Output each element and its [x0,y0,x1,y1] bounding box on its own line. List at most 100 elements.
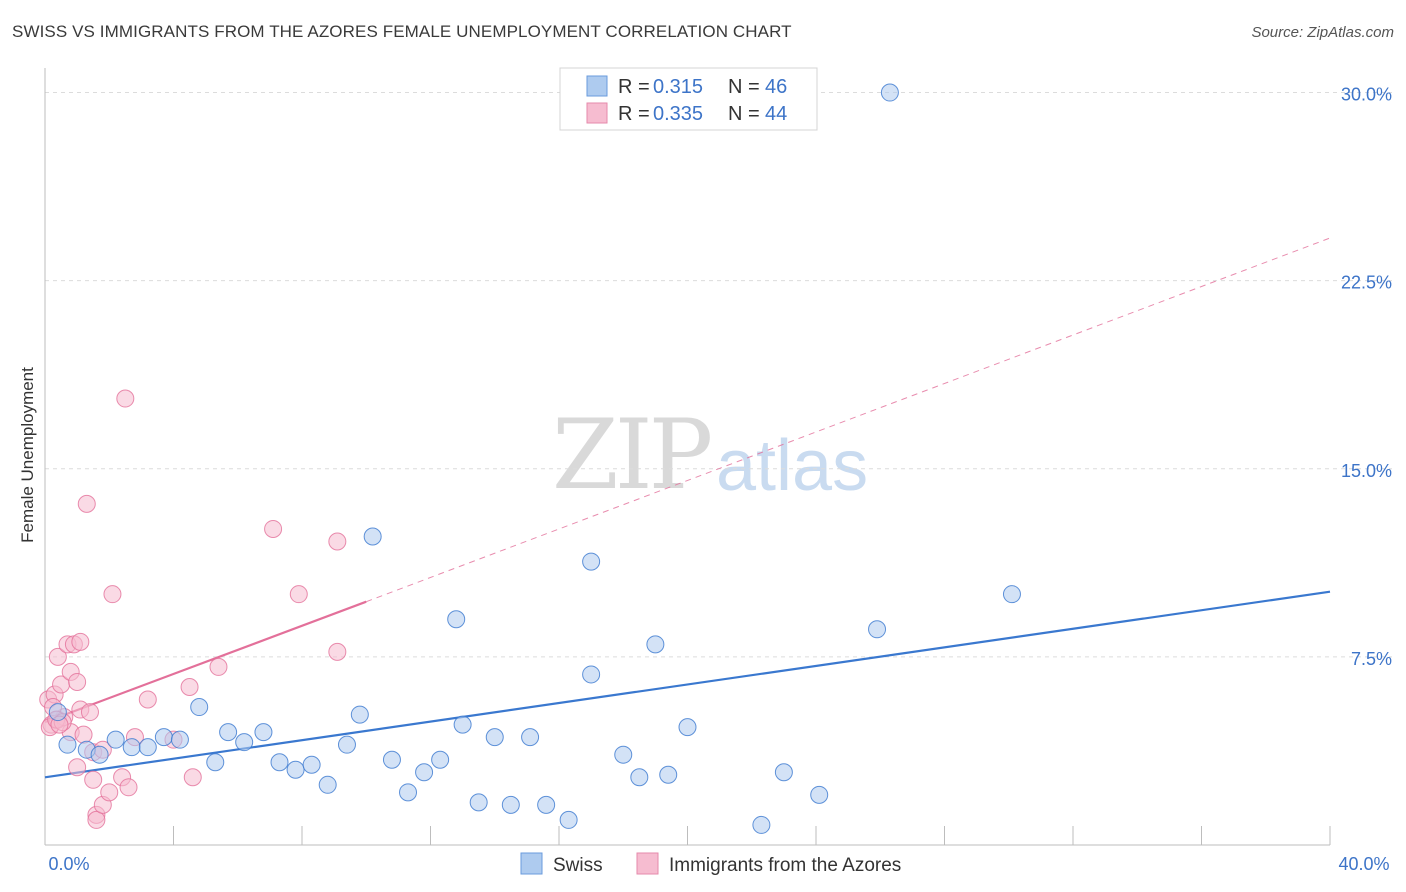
legend-n-label-azores: N = [728,103,760,125]
y-tick-label: 15.0% [1341,461,1392,481]
swiss-point [302,755,321,774]
swiss-point [138,738,157,757]
swiss-point [774,763,793,782]
azores-point [48,647,67,666]
azores-point [138,690,157,709]
swiss-point [382,750,401,769]
swiss-point [270,753,289,772]
swiss-point [235,733,254,752]
swiss-point [582,552,601,571]
correlation-legend: R = 0.315 N = 46 R = 0.335 N = 44 [559,67,818,131]
swiss-point [559,810,578,829]
azores-point [84,770,103,789]
swiss-point [630,768,649,787]
swiss-point [646,635,665,654]
swiss-point [90,745,109,764]
swiss-trend-line [44,590,1331,779]
swiss-point [614,745,633,764]
swiss-point [286,760,305,779]
azores-trend-extension [366,237,1331,603]
azores-point [328,532,347,551]
swiss-point [206,753,225,772]
swiss-point [659,765,678,784]
swiss-point [678,718,697,737]
legend-r-value-swiss: 0.315 [653,76,703,98]
azores-trend-line [44,600,367,724]
swiss-point [453,715,472,734]
swiss-point [122,738,141,757]
legend-n-label-swiss: N = [728,76,760,98]
legend-swatch-swiss [586,75,608,97]
swiss-point [48,703,67,722]
azores-point [100,783,119,802]
azores-point [209,657,228,676]
swiss-point [752,815,771,834]
swiss-point [318,775,337,794]
x-tick-label-min: 0.0% [48,854,89,874]
swiss-point [582,665,601,684]
legend-swatch-azores [586,102,608,124]
azores-point [87,810,106,829]
bottom-legend-swatch-swiss [520,852,543,875]
swiss-point [254,723,273,742]
watermark-zip: ZIP [552,399,711,511]
x-tick-label-max: 40.0% [1338,854,1389,874]
azores-point [328,642,347,661]
azores-point [74,725,93,744]
azores-point [80,703,99,722]
swiss-point [1002,585,1021,604]
swiss-point [58,735,77,754]
swiss-point [415,763,434,782]
y-tick-label: 22.5% [1341,273,1392,293]
source-label: Source: ZipAtlas.com [1251,24,1394,41]
swiss-point [810,785,829,804]
azores-point [289,585,308,604]
legend-r-label-swiss: R = [618,76,650,98]
azores-point [68,672,87,691]
watermark-atlas: atlas [716,426,868,506]
swiss-point [106,730,125,749]
azores-point [68,758,87,777]
swiss-point [868,620,887,639]
swiss-point [363,527,382,546]
bottom-legend-label-azores: Immigrants from the Azores [669,855,901,876]
swiss-point [337,735,356,754]
swiss-point [880,83,899,102]
legend-r-label-azores: R = [618,103,650,125]
swiss-point [431,750,450,769]
swiss-point [219,723,238,742]
bottom-legend-swatch-azores [636,852,659,875]
y-axis-title: Female Unemployment [18,367,37,543]
swiss-point [170,730,189,749]
legend-n-value-swiss: 46 [765,76,787,98]
series-legend: Swiss Immigrants from the Azores [520,852,901,876]
swiss-point [350,705,369,724]
swiss-points [48,83,1021,834]
legend-r-value-azores: 0.335 [653,103,703,125]
bottom-legend-label-swiss: Swiss [553,855,603,876]
swiss-point [190,698,209,717]
swiss-point [501,795,520,814]
swiss-point [485,728,504,747]
azores-points [39,389,347,829]
legend-n-value-azores: 44 [765,103,787,125]
azores-point [103,585,122,604]
watermark: ZIP atlas [552,399,868,511]
swiss-point [469,793,488,812]
swiss-point [399,783,418,802]
gridlines [45,92,1392,658]
azores-point [119,778,138,797]
swiss-point [537,795,556,814]
y-tick-label: 30.0% [1341,85,1392,105]
azores-point [71,632,90,651]
swiss-point [521,728,540,747]
azores-point [180,677,199,696]
trend-lines [44,237,1331,779]
azores-point [264,519,283,538]
y-tick-labels: 7.5% 15.0% 22.5% 30.0% [1341,85,1392,669]
swiss-point [447,610,466,629]
azores-point [116,389,135,408]
y-tick-label: 7.5% [1351,649,1392,669]
axes [44,68,1331,846]
